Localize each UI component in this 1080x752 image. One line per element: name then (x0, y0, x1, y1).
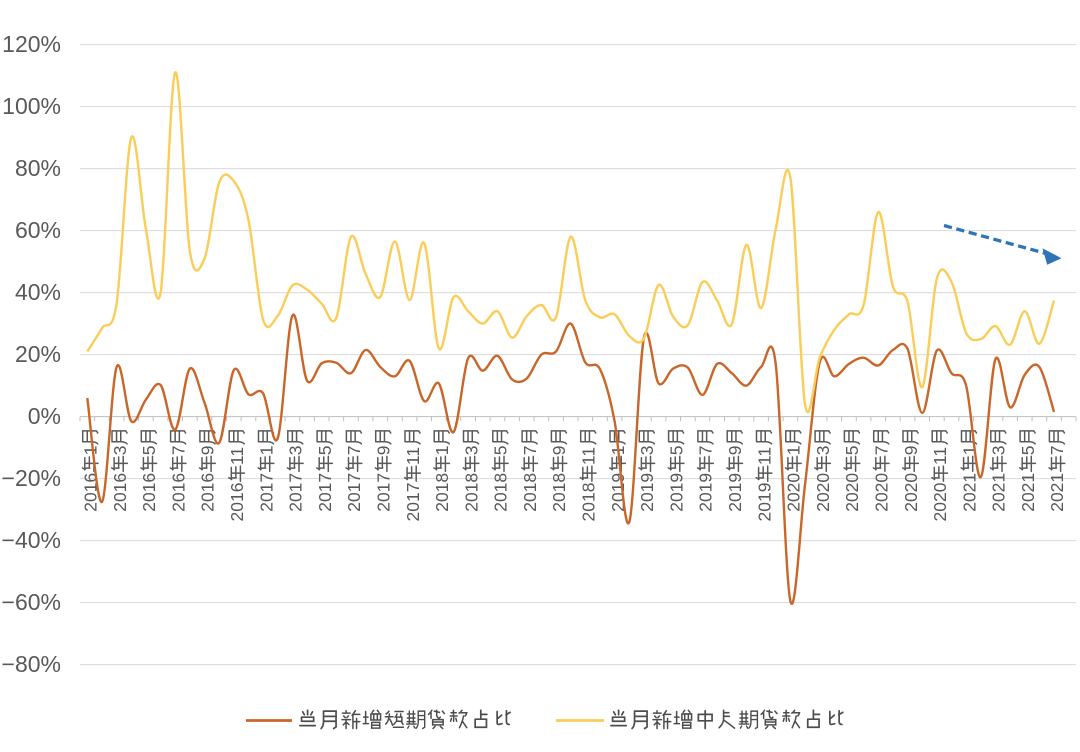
svg-text:9: 9 (549, 446, 569, 456)
svg-text:2018: 2018 (491, 473, 511, 512)
svg-text:7: 7 (1047, 446, 1067, 456)
svg-text:2018: 2018 (579, 483, 599, 522)
svg-text:2021: 2021 (959, 473, 979, 512)
svg-text:0%: 0% (28, 403, 61, 429)
svg-text:2021: 2021 (989, 473, 1009, 512)
svg-text:2020: 2020 (872, 473, 892, 512)
svg-text:−80%: −80% (2, 651, 61, 677)
svg-text:2017: 2017 (374, 473, 394, 512)
svg-text:2016: 2016 (198, 473, 218, 512)
svg-text:80%: 80% (15, 155, 61, 181)
svg-text:5: 5 (1018, 446, 1038, 456)
svg-text:2020: 2020 (930, 482, 950, 521)
svg-text:1: 1 (432, 446, 452, 456)
svg-text:2018: 2018 (549, 473, 569, 512)
svg-text:120%: 120% (2, 31, 61, 57)
svg-text:5: 5 (666, 446, 686, 456)
svg-text:2019: 2019 (754, 483, 774, 522)
svg-text:2019: 2019 (637, 473, 657, 512)
svg-text:3: 3 (813, 446, 833, 456)
svg-text:3: 3 (110, 446, 130, 456)
svg-text:1: 1 (959, 446, 979, 456)
svg-text:5: 5 (491, 446, 511, 456)
svg-text:2019: 2019 (725, 473, 745, 512)
svg-text:2018: 2018 (461, 473, 481, 512)
svg-text:7: 7 (344, 446, 364, 456)
svg-text:11: 11 (754, 447, 774, 465)
svg-text:7: 7 (168, 446, 188, 456)
svg-text:2016: 2016 (81, 473, 101, 512)
svg-text:11: 11 (227, 447, 247, 465)
svg-text:2016: 2016 (139, 473, 159, 512)
svg-text:1: 1 (256, 446, 276, 456)
svg-text:11: 11 (930, 447, 950, 465)
svg-text:2019: 2019 (666, 473, 686, 512)
svg-text:2016: 2016 (227, 483, 247, 522)
svg-text:2017: 2017 (256, 473, 276, 512)
svg-text:9: 9 (901, 446, 921, 456)
svg-text:−60%: −60% (2, 589, 61, 615)
svg-text:2020: 2020 (842, 473, 862, 512)
svg-text:9: 9 (374, 446, 394, 456)
svg-text:60%: 60% (15, 217, 61, 243)
svg-text:5: 5 (315, 446, 335, 456)
svg-text:2016: 2016 (110, 473, 130, 512)
svg-text:2018: 2018 (432, 473, 452, 512)
svg-text:2021: 2021 (1047, 473, 1067, 512)
svg-text:2018: 2018 (520, 473, 540, 512)
svg-text:1: 1 (784, 446, 804, 456)
svg-text:2016: 2016 (168, 473, 188, 512)
svg-text:5: 5 (842, 446, 862, 456)
svg-text:−40%: −40% (2, 527, 61, 553)
svg-text:2017: 2017 (344, 473, 364, 512)
svg-text:2020: 2020 (901, 473, 921, 512)
svg-text:1: 1 (81, 446, 101, 456)
svg-text:3: 3 (637, 446, 657, 456)
svg-text:5: 5 (139, 446, 159, 456)
svg-text:2020: 2020 (813, 473, 833, 512)
svg-text:100%: 100% (2, 93, 61, 119)
svg-text:2021: 2021 (1018, 473, 1038, 512)
svg-text:3: 3 (286, 446, 306, 456)
svg-text:20%: 20% (15, 341, 61, 367)
svg-text:40%: 40% (15, 279, 61, 305)
svg-text:11: 11 (403, 447, 423, 465)
svg-text:11: 11 (579, 447, 599, 465)
svg-text:2017: 2017 (286, 473, 306, 512)
svg-text:2019: 2019 (696, 473, 716, 512)
svg-text:2017: 2017 (315, 473, 335, 512)
svg-text:3: 3 (461, 446, 481, 456)
svg-text:2020: 2020 (784, 473, 804, 512)
svg-text:3: 3 (989, 446, 1009, 456)
svg-text:9: 9 (198, 446, 218, 456)
svg-text:−20%: −20% (2, 465, 61, 491)
svg-text:9: 9 (725, 446, 745, 456)
svg-text:7: 7 (520, 446, 540, 456)
svg-text:7: 7 (872, 446, 892, 456)
svg-text:2017: 2017 (403, 483, 423, 522)
svg-text:7: 7 (696, 446, 716, 456)
